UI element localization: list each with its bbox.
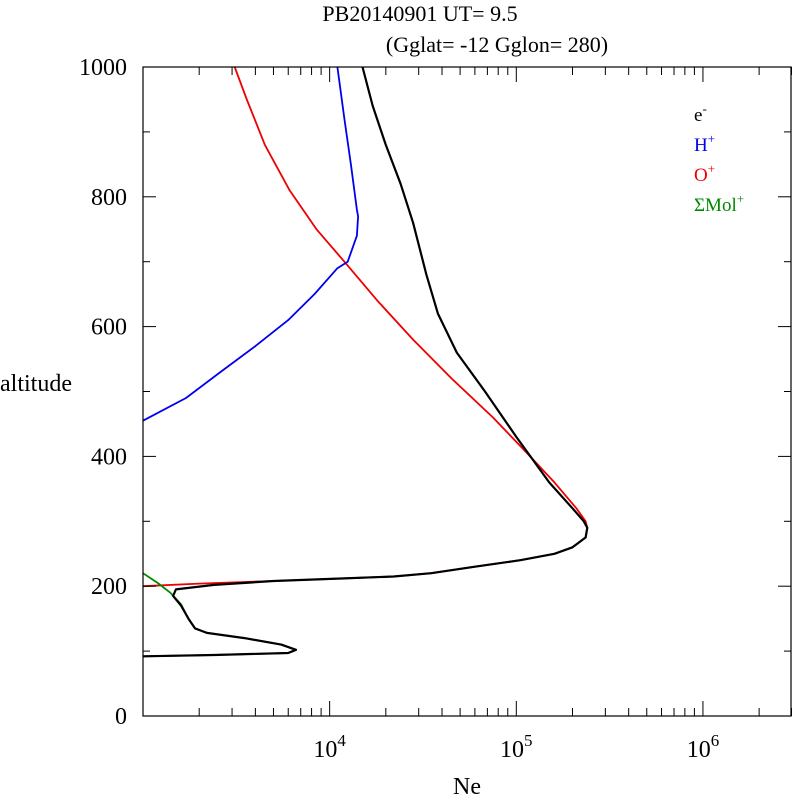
legend-entry-mol-plus: ΣMol+ — [694, 191, 744, 216]
y-tick-label: 200 — [91, 574, 127, 600]
y-tick-label: 1000 — [79, 55, 127, 81]
y-tick-label: 400 — [91, 444, 127, 470]
y-tick-label: 0 — [115, 704, 127, 730]
legend-entry-sup: + — [708, 161, 715, 176]
legend-entry-electron: e- — [694, 101, 707, 126]
y-tick-label: 800 — [91, 185, 127, 211]
x-tick-label: 104 — [313, 731, 346, 763]
x-tick-label: 106 — [687, 731, 720, 763]
legend-entry-sup: + — [708, 131, 715, 146]
legend-entry-sup: - — [702, 101, 706, 116]
y-axis-label: altitude — [0, 371, 72, 397]
series-line-o-plus — [143, 67, 589, 588]
x-tick-label-exponent: 5 — [524, 731, 533, 750]
legend-entry-base: ΣMol — [694, 195, 737, 216]
x-tick-label-base: 10 — [313, 737, 337, 763]
x-axis-label: Ne — [453, 774, 481, 796]
x-tick-label-exponent: 4 — [337, 731, 346, 750]
x-tick-label-exponent: 6 — [711, 731, 720, 750]
legend-entry-base: H — [694, 135, 708, 156]
legend-entry-base: O — [694, 165, 708, 186]
legend-entry-base: e — [694, 105, 702, 126]
x-tick-label: 105 — [500, 731, 533, 763]
series-line-h-plus — [143, 67, 359, 422]
chart-title: PB20140901 UT= 9.5 — [322, 1, 517, 26]
series-layer — [143, 67, 589, 658]
x-tick-label-base: 10 — [687, 737, 711, 763]
legend-entry-sup: + — [737, 191, 744, 206]
x-tick-label-base: 10 — [500, 737, 524, 763]
chart-subtitle: (Gglat= -12 Gglon= 280) — [386, 32, 608, 57]
series-line-electron — [143, 67, 589, 658]
legend: e-H+O+ΣMol+ — [694, 101, 744, 216]
legend-entry-h-plus: H+ — [694, 131, 715, 156]
y-tick-label: 600 — [91, 315, 127, 341]
legend-entry-o-plus: O+ — [694, 161, 715, 186]
